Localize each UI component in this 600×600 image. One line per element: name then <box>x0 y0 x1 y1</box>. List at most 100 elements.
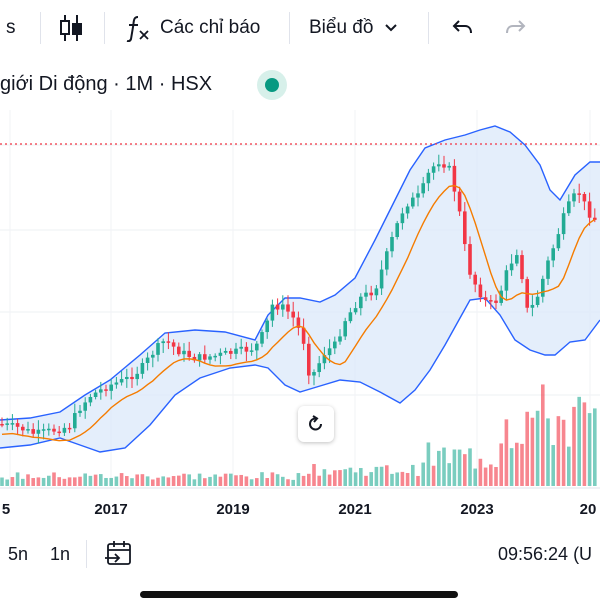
candle-body <box>26 429 30 431</box>
volume-bar <box>374 466 379 486</box>
candle-body <box>109 384 113 391</box>
candle-body <box>255 343 259 351</box>
candle-body <box>364 292 368 297</box>
volume-bar <box>47 475 51 486</box>
indicators-label: Các chỉ báo <box>160 17 261 38</box>
range-1y-button[interactable]: 1n <box>50 528 70 580</box>
candle-body <box>416 193 420 198</box>
symbol-header[interactable]: giới Di động · 1M · HSX <box>0 64 212 104</box>
candle-body <box>489 300 493 302</box>
x-tick-label: 2017 <box>94 501 127 518</box>
volume-bar <box>556 416 561 486</box>
volume-bar <box>473 468 477 486</box>
candle-body <box>208 356 212 360</box>
candle-body <box>343 321 347 337</box>
candle-body <box>119 379 124 383</box>
price-chart[interactable]: 5 2017 2019 2021 2023 20 <box>0 110 600 522</box>
top-toolbar: s Các chỉ báo Biểu đồ <box>0 0 600 56</box>
volume-bar <box>5 479 9 486</box>
redo-button[interactable] <box>504 0 528 56</box>
volume-bar <box>561 419 566 486</box>
volume-bar <box>405 473 410 486</box>
volume-bar <box>379 466 384 486</box>
volume-bar <box>520 443 524 486</box>
candle-body <box>442 164 446 168</box>
indicators-button[interactable]: Các chỉ báo <box>124 0 260 56</box>
volume-bar <box>411 464 415 486</box>
volume-bar <box>494 467 498 486</box>
candle-body <box>504 270 509 291</box>
go-to-date-button[interactable] <box>104 528 134 580</box>
volume-bar <box>93 474 98 486</box>
candle-body <box>57 431 61 434</box>
volume-bar <box>73 477 77 486</box>
volume-bar <box>255 478 259 486</box>
volume-bar <box>161 476 165 486</box>
candle-body <box>177 346 181 355</box>
candle-body <box>452 165 457 192</box>
candle-body <box>270 304 275 321</box>
candle-body <box>551 248 555 261</box>
volume-bar <box>229 473 233 486</box>
candle-body <box>223 350 228 353</box>
candle-body <box>281 304 285 310</box>
volume-bar <box>343 469 347 486</box>
candles-button[interactable] <box>58 0 84 56</box>
reset-chart-button[interactable] <box>298 406 334 442</box>
candle-body <box>161 341 165 344</box>
candle-body <box>275 304 280 310</box>
volume-bar <box>36 477 41 486</box>
bottom-divider <box>86 540 87 568</box>
volume-bar <box>166 477 171 486</box>
volume-bar <box>327 474 332 486</box>
volume-bar <box>15 472 20 486</box>
chart-type-dropdown[interactable]: Biểu đồ <box>309 0 399 56</box>
candle-body <box>166 341 171 343</box>
volume-bar <box>426 442 431 486</box>
candle-body <box>104 389 108 391</box>
volume-bar <box>416 475 420 486</box>
candle-body <box>431 166 436 173</box>
volume-bar <box>463 454 467 486</box>
market-status-indicator[interactable] <box>257 70 287 100</box>
candle-body <box>31 429 35 434</box>
candle-body <box>359 296 363 309</box>
candle-body <box>546 260 550 279</box>
chart-type-label: Biểu đồ <box>309 17 374 38</box>
volume-bar <box>208 476 212 486</box>
volume-bar <box>468 448 472 486</box>
volume-bar <box>421 462 425 486</box>
chevron-down-icon <box>385 24 398 32</box>
volume-bar <box>504 419 509 486</box>
volume-bar <box>431 465 436 486</box>
volume-bar <box>296 473 301 486</box>
volume-bar <box>197 473 202 486</box>
candle-body <box>10 423 15 425</box>
volume-bar <box>156 477 160 486</box>
candle-body <box>67 427 72 430</box>
range-5y-button[interactable]: 5n <box>8 528 28 580</box>
calendar-arrow-icon <box>105 541 131 565</box>
candle-body <box>171 342 176 347</box>
volume-bar <box>322 469 327 486</box>
candle-body <box>338 336 342 342</box>
volume-bar <box>88 475 93 486</box>
candle-body <box>312 372 316 376</box>
candle-body <box>457 191 462 212</box>
volume-bar <box>483 467 488 486</box>
clock-timezone-button[interactable]: 09:56:24 (U <box>498 528 592 580</box>
candle-body <box>411 197 415 207</box>
undo-button[interactable] <box>450 0 474 56</box>
candle-body <box>99 389 103 393</box>
candle-body <box>145 357 150 363</box>
redo-icon <box>506 20 526 34</box>
volume-bar <box>437 450 441 486</box>
candle-body <box>41 429 46 431</box>
toolbar-partial-item[interactable]: s <box>6 0 16 56</box>
volume-bar <box>478 458 483 486</box>
volume-bars <box>0 384 597 486</box>
volume-bar <box>26 474 30 486</box>
volume-bar <box>499 443 503 486</box>
volume-bar <box>359 468 363 486</box>
undo-icon <box>452 20 472 34</box>
